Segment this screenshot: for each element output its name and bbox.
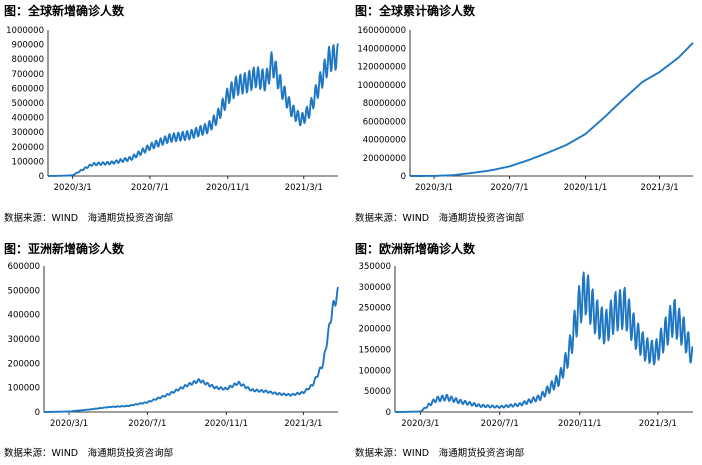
y-tick-label: 100000 <box>12 157 44 167</box>
x-tick-label: 2020/3/1 <box>54 183 92 193</box>
x-tick-label: 2021/3/1 <box>641 183 679 193</box>
chart-title: 图：全球累计确诊人数 <box>355 4 476 18</box>
y-tick-label: 250000 <box>359 304 391 314</box>
data-source-note: 数据来源：WIND 海通期货投资咨询部 <box>355 448 525 459</box>
x-tick-label: 2020/11/1 <box>558 419 602 429</box>
y-tick-label: 0 <box>39 172 44 182</box>
line-chart-asia-new-cases: 0 100000 200000 300000 400000 500000 600000 202… <box>8 262 339 429</box>
y-tick-label: 200000 <box>12 143 44 153</box>
y-tick-label: 400000 <box>12 114 44 124</box>
series-line <box>43 286 339 413</box>
x-tick-label: 2021/3/1 <box>285 183 323 193</box>
y-tick-label: 900000 <box>12 41 44 51</box>
chart-panel-asia-new-cases: 图：亚洲新增确诊人数 0 100000 200000 300000 400000 5000… <box>4 240 344 465</box>
chart-panel-global-new-cases: 图：全球新增确诊人数 0 100000 200000 300000 400000 5000… <box>4 2 344 227</box>
chart-title: 图：亚洲新增确诊人数 <box>4 242 125 256</box>
y-tick-label: 350000 <box>359 262 391 272</box>
line-chart-europe-new-cases: 0 50000 100000 150000 200000 250000 300000 3500… <box>359 262 694 429</box>
y-tick-label: 120000000 <box>357 63 406 73</box>
chart-panel-global-cumulative-cases: 图：全球累计确诊人数 0 20000000 40000000 60000000 8000… <box>355 2 695 227</box>
y-tick-label: 500000 <box>8 286 40 296</box>
x-tick-label: 2020/7/1 <box>481 419 519 429</box>
y-tick-label: 600000 <box>8 262 40 272</box>
y-tick-label: 140000000 <box>357 44 406 54</box>
x-tick-label: 2020/7/1 <box>128 419 166 429</box>
y-tick-label: 0 <box>386 408 391 418</box>
line-chart-global-cumulative-cases: 0 20000000 40000000 60000000 80000000 1000000… <box>357 26 694 193</box>
chart-title: 图：全球新增确诊人数 <box>4 4 125 18</box>
chart-title: 图：欧洲新增确诊人数 <box>355 242 476 256</box>
line-chart-global-new-cases: 0 100000 200000 300000 400000 500000 600000 700… <box>6 26 339 193</box>
x-tick-label: 2020/11/1 <box>564 183 608 193</box>
y-tick-label: 300000 <box>359 283 391 293</box>
x-tick-label: 2020/3/1 <box>415 183 453 193</box>
series-line <box>47 43 339 177</box>
y-tick-label: 80000000 <box>363 99 406 109</box>
y-tick-label: 40000000 <box>363 136 406 146</box>
x-tick-label: 2020/3/1 <box>401 419 439 429</box>
y-tick-label: 100000000 <box>357 81 406 91</box>
y-tick-label: 500000 <box>12 99 44 109</box>
x-tick-label: 2020/11/1 <box>206 183 250 193</box>
chart-panel-europe-new-cases: 图：欧洲新增确诊人数 0 50000 100000 150000 200000 25000… <box>355 240 695 465</box>
y-tick-label: 700000 <box>12 70 44 80</box>
series-line <box>409 42 694 177</box>
y-tick-label: 600000 <box>12 84 44 94</box>
x-tick-label: 2020/7/1 <box>131 183 169 193</box>
data-source-note: 数据来源：WIND 海通期货投资咨询部 <box>4 448 174 459</box>
x-tick-label: 2020/3/1 <box>50 419 88 429</box>
x-tick-label: 2020/7/1 <box>490 183 528 193</box>
y-tick-label: 60000000 <box>363 117 406 127</box>
y-tick-label: 300000 <box>12 128 44 138</box>
data-source-note: 数据来源：WIND 海通期货投资咨询部 <box>355 213 525 224</box>
data-source-note: 数据来源：WIND 海通期货投资咨询部 <box>4 213 174 224</box>
y-tick-label: 1000000 <box>6 26 44 36</box>
y-tick-label: 300000 <box>8 335 40 345</box>
y-tick-label: 50000 <box>364 387 391 397</box>
series-line <box>394 271 694 413</box>
y-tick-label: 400000 <box>8 311 40 321</box>
x-tick-label: 2020/11/1 <box>205 419 249 429</box>
y-tick-label: 0 <box>401 172 406 182</box>
x-tick-label: 2021/3/1 <box>284 419 322 429</box>
y-tick-label: 200000 <box>359 325 391 335</box>
y-tick-label: 150000 <box>359 345 391 355</box>
y-tick-label: 20000000 <box>363 154 406 164</box>
y-tick-label: 200000 <box>8 359 40 369</box>
y-tick-label: 100000 <box>359 366 391 376</box>
y-tick-label: 0 <box>35 408 40 418</box>
x-tick-label: 2021/3/1 <box>639 419 677 429</box>
y-tick-label: 100000 <box>8 384 40 394</box>
y-tick-label: 160000000 <box>357 26 406 36</box>
y-tick-label: 800000 <box>12 55 44 65</box>
